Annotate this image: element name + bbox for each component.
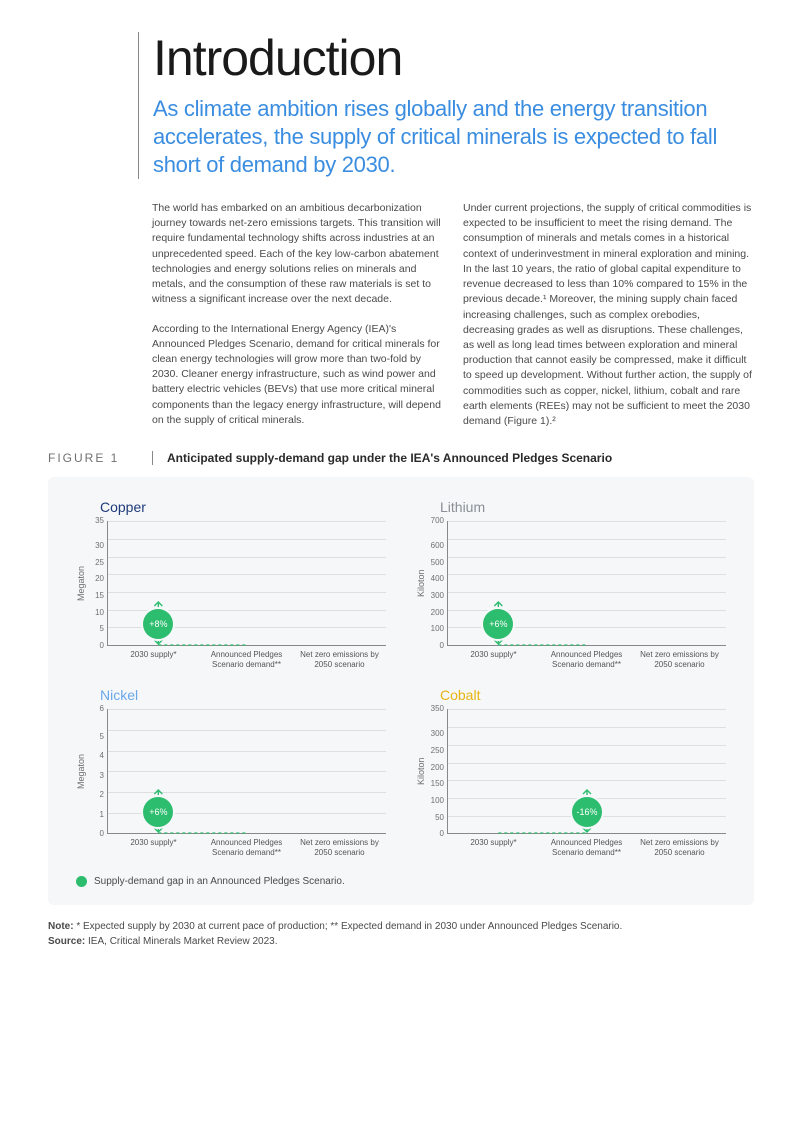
x-tick-label: Announced Pledges Scenario demand**	[540, 838, 633, 857]
page-title: Introduction	[153, 32, 754, 85]
y-tick: 50	[429, 814, 444, 822]
x-axis: 2030 supply*Announced Pledges Scenario d…	[447, 838, 726, 857]
y-axis-label: Megaton	[76, 709, 86, 834]
x-tick-label: Announced Pledges Scenario demand**	[200, 650, 293, 669]
figure-label: FIGURE 1	[48, 451, 138, 465]
figure-legend: Supply-demand gap in an Announced Pledge…	[76, 876, 726, 887]
y-tick: 15	[89, 592, 104, 600]
x-tick-label: 2030 supply*	[447, 838, 540, 857]
y-tick: 0	[89, 642, 104, 650]
y-tick: 250	[429, 747, 444, 755]
x-tick-label: Announced Pledges Scenario demand**	[200, 838, 293, 857]
x-axis: 2030 supply*Announced Pledges Scenario d…	[447, 650, 726, 669]
y-axis: 050100150200250300350	[429, 709, 447, 834]
y-axis-label: Megaton	[76, 521, 86, 646]
body-para: Under current projections, the supply of…	[463, 201, 754, 429]
note-text: * Expected supply by 2030 at current pac…	[74, 921, 623, 932]
x-axis: 2030 supply*Announced Pledges Scenario d…	[107, 838, 386, 857]
y-tick: 4	[89, 752, 104, 760]
x-axis: 2030 supply*Announced Pledges Scenario d…	[107, 650, 386, 669]
y-tick: 5	[89, 625, 104, 633]
page: Introduction As climate ambition rises g…	[0, 0, 802, 1009]
y-tick: 100	[429, 797, 444, 805]
y-tick: 20	[89, 575, 104, 583]
y-tick: 300	[429, 730, 444, 738]
y-tick: 100	[429, 625, 444, 633]
y-axis: 05101520253035	[89, 521, 107, 646]
y-tick: 35	[89, 517, 104, 525]
figure-box: CopperMegaton051015202530352030 supply*A…	[48, 477, 754, 904]
y-tick: 3	[89, 772, 104, 780]
y-tick: 6	[89, 705, 104, 713]
figure-title: Anticipated supply-demand gap under the …	[152, 451, 754, 465]
x-tick-label: Net zero emissions by 2050 scenario	[633, 838, 726, 857]
source-label: Source:	[48, 936, 85, 947]
x-tick-label: Net zero emissions by 2050 scenario	[293, 838, 386, 857]
chart-body: Kiloton050100150200250300350	[416, 709, 726, 834]
y-tick: 0	[89, 830, 104, 838]
legend-dot-icon	[76, 876, 87, 887]
y-tick: 600	[429, 542, 444, 550]
y-tick: 700	[429, 517, 444, 525]
chart-body: Megaton05101520253035	[76, 521, 386, 646]
chart-lithium: Lithium Kiloton0 100 200 300 400 500 600 700 2030…	[416, 499, 726, 669]
y-axis: 0100200300400500600700	[429, 521, 447, 646]
y-axis-label: Kiloton	[416, 709, 426, 834]
y-tick: 25	[89, 559, 104, 567]
figure-notes: Note: * Expected supply by 2030 at curre…	[48, 919, 754, 949]
chart-body: Kiloton0100200300400500600700	[416, 521, 726, 646]
y-tick: 350	[429, 705, 444, 713]
y-axis: 0123456	[89, 709, 107, 834]
y-tick: 0	[429, 830, 444, 838]
note-label: Note:	[48, 921, 74, 932]
y-tick: 10	[89, 609, 104, 617]
chart-cobalt: Cobalt Kiloton0 50 100 150 200 250 300 350 2030 s…	[416, 687, 726, 857]
y-tick: 400	[429, 575, 444, 583]
y-tick: 200	[429, 764, 444, 772]
y-tick: 1	[89, 811, 104, 819]
chart-body: Megaton0123456	[76, 709, 386, 834]
y-tick: 500	[429, 559, 444, 567]
body-col-right: Under current projections, the supply of…	[463, 201, 754, 429]
source-text: IEA, Critical Minerals Market Review 202…	[85, 936, 277, 947]
x-tick-label: 2030 supply*	[107, 838, 200, 857]
chart-copper: Copper Megaton0 5 10 15 20 25 30 35 2030 supply*A…	[76, 499, 386, 669]
figure-header: FIGURE 1 Anticipated supply-demand gap u…	[48, 451, 754, 465]
chart-nickel: Nickel Megaton0 1 2 3 4 5 6 2030 supply*Announce…	[76, 687, 386, 857]
y-tick: 30	[89, 542, 104, 550]
y-tick: 2	[89, 791, 104, 799]
page-subtitle: As climate ambition rises globally and t…	[153, 95, 754, 179]
chart-title: Cobalt	[440, 687, 726, 703]
y-axis-label: Kiloton	[416, 521, 426, 646]
body-columns: The world has embarked on an ambitious d…	[152, 201, 754, 429]
y-tick: 200	[429, 609, 444, 617]
x-tick-label: Net zero emissions by 2050 scenario	[633, 650, 726, 669]
body-col-left: The world has embarked on an ambitious d…	[152, 201, 443, 429]
x-tick-label: 2030 supply*	[107, 650, 200, 669]
body-para: The world has embarked on an ambitious d…	[152, 201, 443, 308]
x-tick-label: Net zero emissions by 2050 scenario	[293, 650, 386, 669]
y-tick: 0	[429, 642, 444, 650]
body-para: According to the International Energy Ag…	[152, 322, 443, 429]
x-tick-label: Announced Pledges Scenario demand**	[540, 650, 633, 669]
chart-grid: CopperMegaton051015202530352030 supply*A…	[76, 499, 726, 857]
y-tick: 300	[429, 592, 444, 600]
y-tick: 5	[89, 733, 104, 741]
chart-title: Nickel	[100, 687, 386, 703]
x-tick-label: 2030 supply*	[447, 650, 540, 669]
chart-title: Copper	[100, 499, 386, 515]
header-block: Introduction As climate ambition rises g…	[138, 32, 754, 179]
figure-legend-text: Supply-demand gap in an Announced Pledge…	[94, 876, 345, 887]
y-tick: 150	[429, 780, 444, 788]
chart-title: Lithium	[440, 499, 726, 515]
